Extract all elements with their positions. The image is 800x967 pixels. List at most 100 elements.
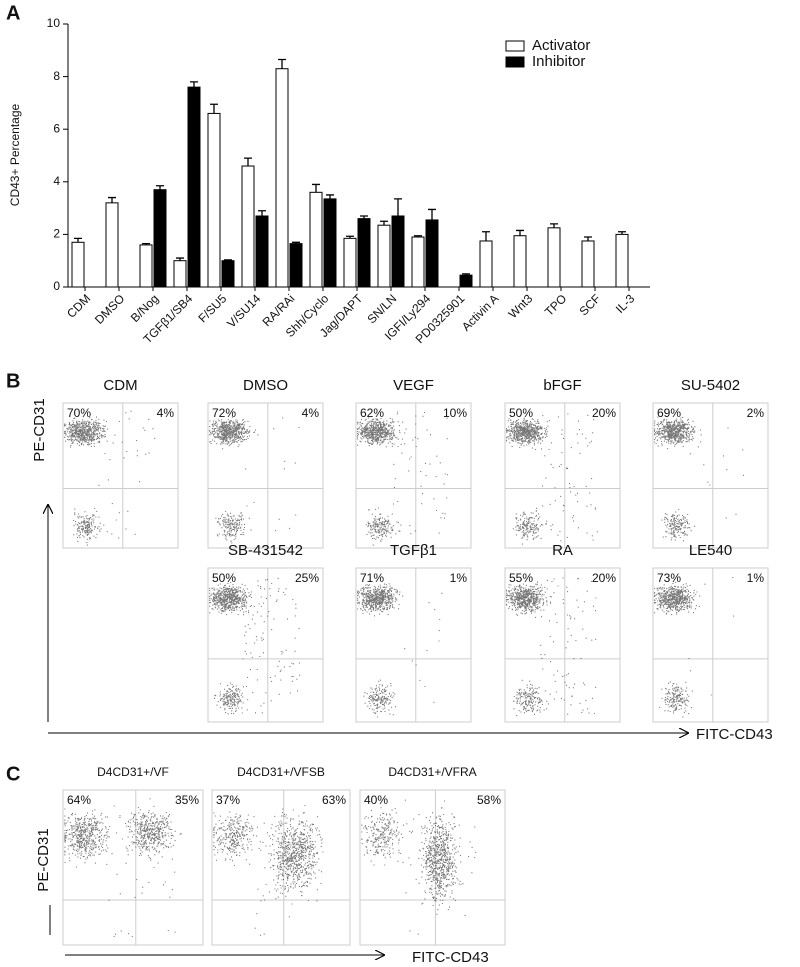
error-bar [224,259,232,261]
panel-label: A [6,2,20,24]
quadrant-line [63,403,178,548]
error-bar [142,242,150,245]
quadrant-percent: 40% [364,793,388,807]
quadrant-line [63,790,203,945]
cell-dots [654,576,735,718]
legend-swatch [505,56,525,68]
quadrant-percent: 4% [157,406,175,420]
quadrant-percent: 20% [592,406,616,420]
bar [581,240,595,288]
error-bar [244,157,252,167]
cell-dots [213,804,324,936]
error-bar [176,257,184,261]
x-tick-label: DMSO [92,291,127,326]
plot-title: VEGF [393,377,434,394]
cell-dots [64,410,156,546]
quadrant-line [208,568,323,722]
plot-title: SU-5402 [681,377,740,394]
bar [357,218,371,288]
error-bar [428,208,436,220]
quadrant-percent: 69% [657,406,681,420]
bar [323,198,337,288]
cell-dots [357,411,449,546]
x-axis-label: FITC-CD43 [412,949,489,966]
x-axis-label: FITC-CD43 [696,726,773,743]
bar [221,260,235,288]
quadrant-line [356,403,471,548]
y-tick-label: 10 [47,16,61,30]
quadrant-percent: 70% [67,406,91,420]
error-bar [462,273,470,276]
quadrant-percent: 64% [67,793,91,807]
cell-dots [361,799,477,935]
quadrant-line [505,403,620,548]
error-bar [550,223,558,228]
y-tick-label: 2 [53,227,60,241]
x-tick-label: V/SU14 [224,291,263,330]
bar [153,189,167,288]
quadrant-percent: 1% [747,571,765,585]
error-bar [414,235,422,238]
quadrant-percent: 4% [302,406,320,420]
bar [411,236,425,288]
plot-title: D4CD31+/VF [97,765,169,779]
bar [275,68,289,288]
y-tick-label: 4 [53,174,60,188]
quadrant-line [505,568,620,722]
bar [343,237,357,288]
bar [289,243,303,288]
quadrant-percent: 71% [360,571,384,585]
error-bar [360,215,368,219]
bar [391,215,405,288]
error-bar [346,235,354,239]
error-bar [292,241,300,244]
bar [71,241,85,288]
x-tick-label: CDM [64,291,93,320]
cell-dots [654,416,744,542]
error-bar [74,237,82,243]
quadrant-percent: 58% [477,793,501,807]
bar [425,219,439,288]
error-bar [380,220,388,226]
bar [207,112,221,288]
quadrant-percent: 50% [509,406,533,420]
bar [187,86,201,288]
bar [615,233,629,288]
error-bar [210,103,218,114]
y-axis-label: PE-CD31 [31,398,48,461]
error-bar [516,229,524,236]
quadrant-line [653,403,768,548]
legend-label: Inhibitor [532,53,585,70]
y-axis-label: PE-CD31 [35,828,52,891]
bar [513,235,527,288]
quadrant-line [653,568,768,722]
cell-dots [506,577,597,717]
bar [377,224,391,288]
plot-title: D4CD31+/VFRA [388,765,476,779]
error-bar [394,198,402,216]
x-tick-label: Activin A [459,291,501,333]
cell-dots [209,577,301,715]
quadrant-percent: 72% [212,406,236,420]
quadrant-percent: 20% [592,571,616,585]
bar [139,244,153,288]
cell-dots [64,798,182,938]
y-tick-label: 0 [53,279,60,293]
cell-dots [209,416,300,544]
cell-dots [506,413,598,545]
legend-label: Activator [532,37,590,54]
quadrant-percent: 50% [212,571,236,585]
quadrant-percent: 2% [747,406,765,420]
error-bar [190,81,198,88]
quadrant-line [356,568,471,722]
quadrant-percent: 62% [360,406,384,420]
error-bar [278,58,286,69]
error-bar [482,231,490,241]
bar [547,227,561,288]
panel-label: B [6,370,20,392]
x-tick-label: SCF [576,291,603,318]
plot-title: D4CD31+/VFSB [237,765,325,779]
bar [241,165,255,288]
bar [173,260,187,288]
